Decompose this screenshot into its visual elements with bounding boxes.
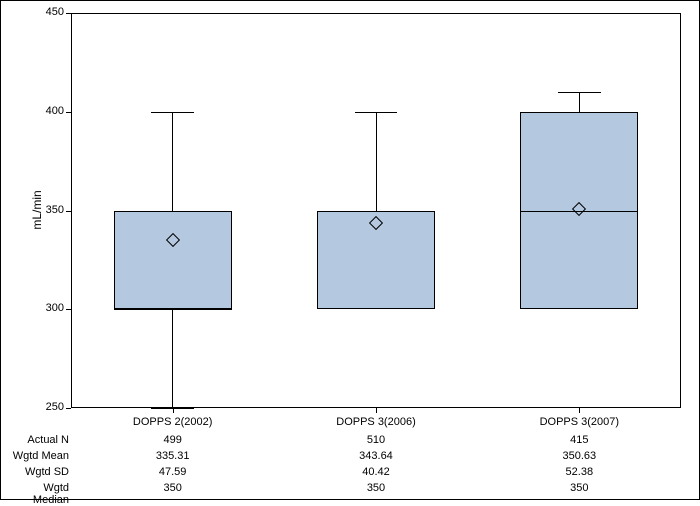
y-tick xyxy=(66,112,71,113)
category-label: DOPPS 3(2007) xyxy=(478,416,681,428)
stat-row-label: Wgtd Mean xyxy=(9,450,69,462)
x-tick xyxy=(579,408,580,413)
y-tick xyxy=(66,13,71,14)
stat-cell: 350.63 xyxy=(478,450,681,462)
stat-cell: 415 xyxy=(478,434,681,446)
stat-cell: 52.38 xyxy=(478,466,681,478)
chart-container: mL/min 250300350400450DOPPS 2(2002)DOPPS… xyxy=(0,0,700,500)
stat-cell: 510 xyxy=(274,434,477,446)
y-tick-label: 300 xyxy=(36,302,64,314)
y-tick xyxy=(66,309,71,310)
category-label: DOPPS 2(2002) xyxy=(71,416,274,428)
stat-row-label: Wgtd SD xyxy=(9,466,69,478)
x-tick xyxy=(376,408,377,413)
stat-cell: 350 xyxy=(71,482,274,494)
x-tick xyxy=(173,408,174,413)
whisker-upper xyxy=(579,92,580,112)
y-tick-label: 400 xyxy=(36,105,64,117)
stat-cell: 343.64 xyxy=(274,450,477,462)
whisker-cap-upper xyxy=(151,112,193,113)
y-tick-label: 350 xyxy=(36,204,64,216)
whisker-cap-upper xyxy=(558,92,600,93)
median-line xyxy=(114,309,232,310)
stat-cell: 335.31 xyxy=(71,450,274,462)
stat-cell: 350 xyxy=(274,482,477,494)
y-tick xyxy=(66,408,71,409)
stat-row-label: Actual N xyxy=(9,434,69,446)
y-tick-label: 250 xyxy=(36,401,64,413)
stat-cell: 40.42 xyxy=(274,466,477,478)
boxplot-box xyxy=(114,211,232,310)
stat-cell: 350 xyxy=(478,482,681,494)
whisker-upper xyxy=(376,112,377,211)
category-label: DOPPS 3(2006) xyxy=(274,416,477,428)
median-line xyxy=(317,211,435,212)
whisker-cap-upper xyxy=(355,112,397,113)
whisker-lower xyxy=(172,309,173,408)
stat-cell: 499 xyxy=(71,434,274,446)
stat-row-label: Wgtd Median xyxy=(9,482,69,506)
y-tick-label: 450 xyxy=(36,6,64,18)
y-tick xyxy=(66,211,71,212)
whisker-upper xyxy=(172,112,173,211)
stat-cell: 47.59 xyxy=(71,466,274,478)
